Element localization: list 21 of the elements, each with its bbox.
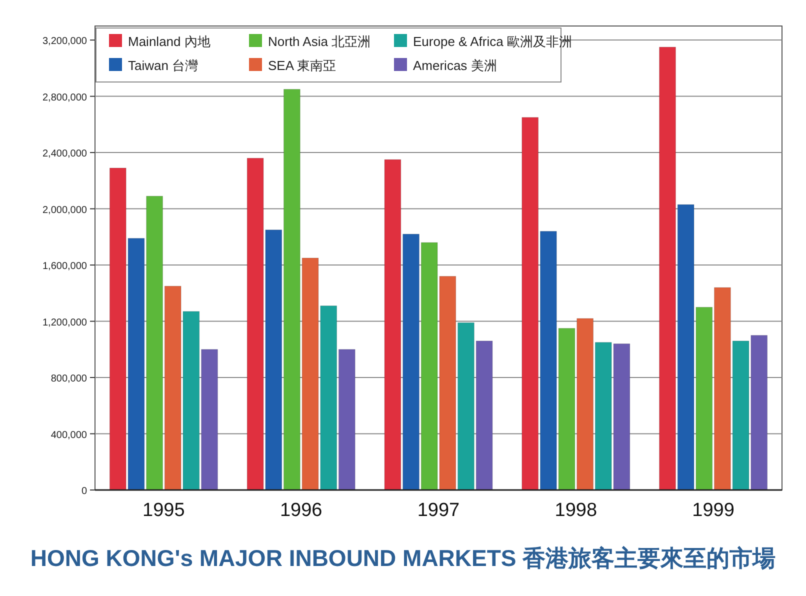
y-tick-label: 3,200,000 xyxy=(42,36,88,48)
y-tick-label: 0 xyxy=(81,486,88,497)
legend-label: SEA 東南亞 xyxy=(268,58,336,73)
text: HONG KONG's MAJOR INBOUND MARKETS 香港旅客主要來至的市場 xyxy=(30,545,776,571)
legend-label: Americas 美洲 xyxy=(413,58,497,73)
y-tick-label: 2,800,000 xyxy=(42,92,88,104)
x-tick-label: 1998 xyxy=(554,500,598,521)
y-tick-label: 1,600,000 xyxy=(42,261,88,272)
legend-label: Taiwan 台灣 xyxy=(128,58,198,73)
x-tick-label: 1995 xyxy=(142,500,185,521)
legend-label: Mainland 內地 xyxy=(128,34,210,49)
y-tick-label: 2,000,000 xyxy=(42,204,88,216)
legend-label: Europe & Africa 歐洲及非洲 xyxy=(413,34,572,49)
legend-label: North Asia 北亞洲 xyxy=(268,34,371,49)
x-tick-label: 1996 xyxy=(280,500,322,521)
y-tick-label: 400,000 xyxy=(50,430,88,441)
x-tick-label: 1999 xyxy=(692,500,734,521)
x-tick-label: 1997 xyxy=(417,500,460,521)
y-tick-label: 1,200,000 xyxy=(42,317,88,328)
y-tick-label: 2,400,000 xyxy=(42,148,88,160)
y-tick-label: 800,000 xyxy=(50,374,88,385)
